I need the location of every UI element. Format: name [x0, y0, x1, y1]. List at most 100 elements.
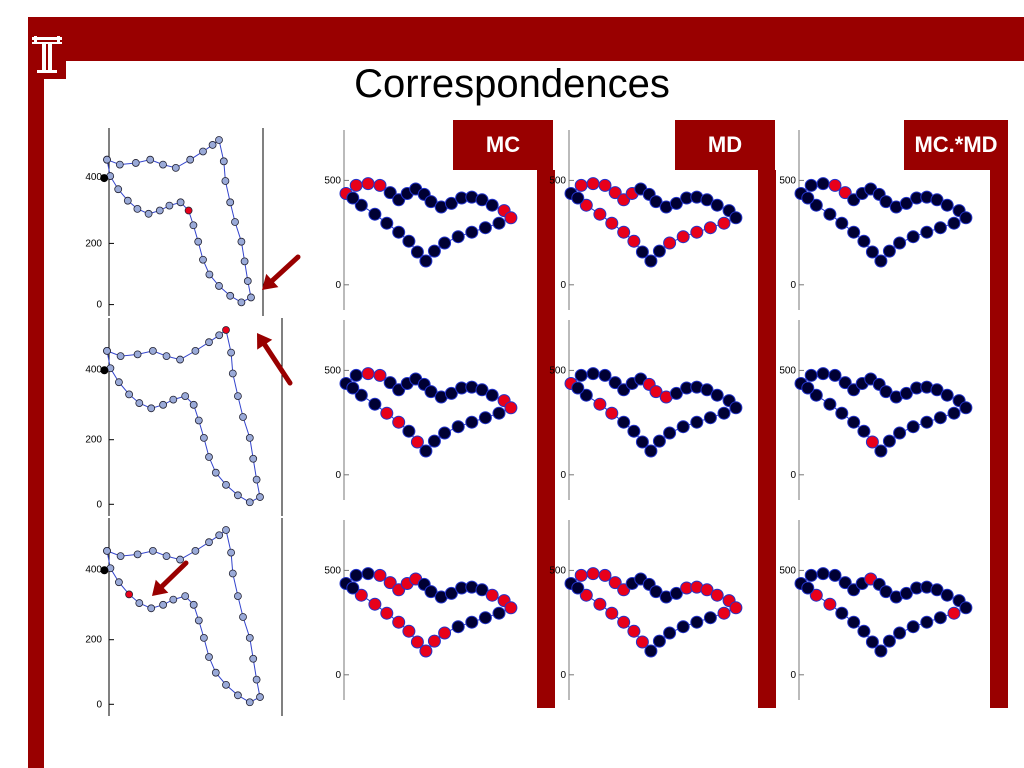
- shape-point: [838, 576, 852, 590]
- shape-point: [649, 385, 663, 399]
- shape-point: [586, 567, 600, 581]
- shape-point: [865, 435, 879, 449]
- contour-point: [123, 196, 132, 205]
- contour-point: [226, 291, 235, 300]
- shape-point: [354, 588, 368, 602]
- shape-point: [933, 221, 947, 235]
- shape-point: [729, 601, 743, 615]
- shape-point: [373, 568, 387, 582]
- shape-point: [717, 606, 731, 620]
- shape-point: [879, 585, 893, 599]
- contour-line: [106, 529, 261, 703]
- shape-point: [492, 216, 506, 230]
- contour-point: [233, 392, 242, 401]
- contour-point: [240, 257, 249, 266]
- shape-point: [882, 634, 896, 648]
- contour-point: [226, 198, 235, 207]
- shape-point: [574, 568, 588, 582]
- y-tick-label: 500: [324, 365, 341, 376]
- shape-point: [504, 401, 518, 415]
- contour-point: [227, 348, 236, 357]
- contour-point: [219, 157, 228, 166]
- contour-point: [237, 237, 246, 246]
- shape-point: [847, 225, 861, 239]
- shape-point: [598, 568, 612, 582]
- contour-point: [211, 468, 220, 477]
- contour-point: [189, 400, 198, 409]
- y-tick-label: 500: [779, 365, 796, 376]
- shape-point: [801, 191, 815, 205]
- contour-point: [194, 416, 203, 425]
- contour-point: [243, 277, 252, 285]
- shape-point: [930, 193, 944, 207]
- header-bar: [28, 17, 1024, 61]
- shape-point: [571, 191, 585, 205]
- shape-point: [419, 444, 433, 458]
- contour-point: [233, 491, 242, 500]
- contour-point: [205, 453, 213, 461]
- shape-point: [635, 435, 649, 449]
- shape-point: [402, 234, 416, 248]
- column-label-mc: MC: [453, 120, 553, 170]
- shape-point: [906, 620, 920, 634]
- contour-point: [125, 590, 134, 599]
- shape-point: [838, 186, 852, 200]
- shape-point: [828, 368, 842, 382]
- shape-point: [893, 626, 907, 640]
- shape-point: [392, 615, 406, 629]
- y-tick-label: 500: [549, 365, 566, 376]
- shape-point: [879, 195, 893, 209]
- shape-point: [380, 406, 394, 420]
- shape-point: [700, 583, 714, 597]
- shape-point: [669, 196, 683, 210]
- shape-point: [690, 615, 704, 629]
- shape-point: [605, 606, 619, 620]
- shape-point: [652, 634, 666, 648]
- shape-point: [644, 444, 658, 458]
- contour-point: [115, 578, 123, 587]
- y-tick-label: 0: [560, 280, 566, 291]
- contour-point: [144, 209, 153, 218]
- shape-point: [847, 615, 861, 629]
- contour-point: [155, 206, 164, 215]
- shape-point: [828, 178, 842, 192]
- shape-point: [346, 381, 360, 395]
- column-label-mc-md: MC.*MD: [904, 120, 1008, 170]
- contour-point: [176, 555, 185, 564]
- shape-point: [959, 401, 973, 415]
- shape-match-plots: 500 0 500 0 500 0 500 0 500 0 500 0 500 0 500 0 500 0: [324, 130, 973, 700]
- shape-point: [373, 368, 387, 382]
- shape-point: [920, 415, 934, 429]
- shape-point: [959, 601, 973, 615]
- start-point: [100, 366, 109, 375]
- shape-point: [823, 397, 837, 411]
- contour-point: [169, 595, 178, 604]
- shape-point: [451, 230, 465, 244]
- arrow-head: [152, 579, 169, 596]
- y-tick-label: 500: [324, 175, 341, 186]
- contour-point: [171, 163, 180, 172]
- shape-plot-2-3: 500 0: [549, 520, 743, 700]
- shape-plot-1-3: 500 0: [324, 520, 518, 700]
- shape-point: [717, 406, 731, 420]
- y-tick-label: 0: [335, 470, 341, 481]
- contour-point: [103, 546, 111, 555]
- shape-point: [690, 225, 704, 239]
- shape-point: [700, 193, 714, 207]
- shape-point: [478, 411, 492, 425]
- contour-point: [133, 550, 142, 559]
- temple-logo: [28, 17, 66, 79]
- arrow-shaft: [262, 342, 293, 386]
- contour-point: [135, 399, 144, 407]
- shape-point: [676, 230, 690, 244]
- shape-point: [804, 368, 818, 382]
- shape-point: [617, 415, 631, 429]
- contour-point: [215, 136, 223, 144]
- shape-point: [804, 178, 818, 192]
- shape-point: [940, 388, 954, 402]
- y-tick-label: 500: [779, 565, 796, 576]
- contour-point: [159, 400, 168, 409]
- shape-point: [579, 388, 593, 402]
- shape-point: [608, 576, 622, 590]
- contour-point: [115, 378, 123, 387]
